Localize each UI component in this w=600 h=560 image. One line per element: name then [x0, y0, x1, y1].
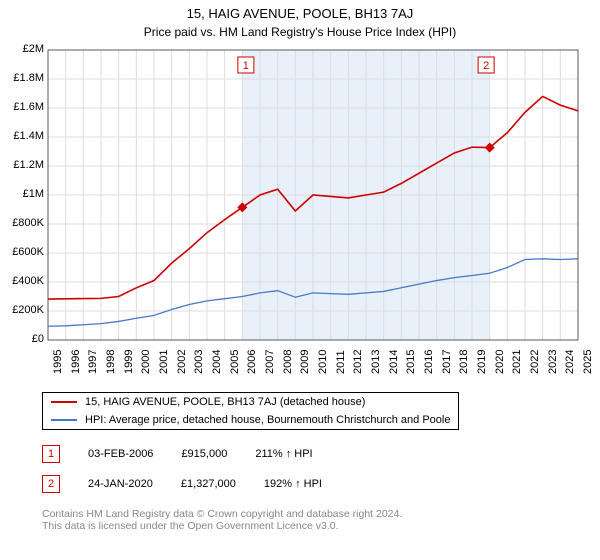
svg-text:2: 2	[483, 60, 489, 72]
x-tick-label: 2013	[370, 350, 382, 374]
x-tick-label: 2008	[282, 350, 294, 374]
transaction-row: 2 24-JAN-2020 £1,327,000 192% ↑ HPI	[42, 475, 322, 493]
x-tick-label: 2007	[264, 350, 276, 374]
tx-price: £1,327,000	[181, 478, 236, 490]
x-tick-label: 2023	[547, 350, 559, 374]
y-tick-label: £0	[32, 333, 44, 345]
x-tick-label: 2001	[158, 350, 170, 374]
legend: 15, HAIG AVENUE, POOLE, BH13 7AJ (detach…	[42, 392, 459, 430]
x-tick-label: 2005	[229, 350, 241, 374]
x-tick-label: 2011	[335, 350, 347, 374]
line-chart: 12	[0, 0, 600, 348]
x-tick-label: 2025	[582, 350, 594, 374]
legend-swatch	[51, 401, 77, 403]
x-tick-label: 2014	[388, 350, 400, 374]
footer-line1: Contains HM Land Registry data © Crown c…	[42, 508, 402, 520]
tx-hpi: 192% ↑ HPI	[264, 478, 322, 490]
footer: Contains HM Land Registry data © Crown c…	[42, 508, 402, 532]
x-tick-label: 2015	[405, 350, 417, 374]
x-tick-label: 2021	[511, 350, 523, 374]
y-tick-label: £200K	[12, 304, 44, 316]
marker-box: 1	[42, 445, 60, 463]
x-tick-label: 2022	[529, 350, 541, 374]
tx-date: 03-FEB-2006	[88, 448, 153, 460]
y-tick-label: £1.6M	[13, 101, 44, 113]
x-tick-label: 2002	[176, 350, 188, 374]
y-tick-label: £800K	[12, 217, 44, 229]
legend-item: HPI: Average price, detached house, Bour…	[43, 411, 458, 429]
marker-box: 2	[42, 475, 60, 493]
x-tick-label: 2016	[423, 350, 435, 374]
legend-item: 15, HAIG AVENUE, POOLE, BH13 7AJ (detach…	[43, 393, 458, 411]
x-tick-label: 2004	[211, 350, 223, 374]
x-tick-label: 2010	[317, 350, 329, 374]
y-tick-label: £400K	[12, 275, 44, 287]
x-tick-label: 1997	[87, 350, 99, 374]
y-tick-label: £1.4M	[13, 130, 44, 142]
transaction-row: 1 03-FEB-2006 £915,000 211% ↑ HPI	[42, 445, 313, 463]
tx-date: 24-JAN-2020	[88, 478, 153, 490]
x-tick-label: 2018	[458, 350, 470, 374]
x-tick-label: 2006	[246, 350, 258, 374]
legend-label: HPI: Average price, detached house, Bour…	[85, 414, 450, 426]
x-tick-label: 1995	[52, 350, 64, 374]
x-tick-label: 2019	[476, 350, 488, 374]
x-tick-label: 2024	[564, 350, 576, 374]
y-tick-label: £2M	[23, 43, 44, 55]
x-tick-label: 2012	[352, 350, 364, 374]
x-tick-label: 1996	[70, 350, 82, 374]
x-tick-label: 2000	[140, 350, 152, 374]
svg-text:1: 1	[243, 60, 249, 72]
x-tick-label: 1998	[105, 350, 117, 374]
y-tick-label: £1.8M	[13, 72, 44, 84]
x-tick-label: 2020	[494, 350, 506, 374]
tx-price: £915,000	[181, 448, 227, 460]
x-tick-label: 2009	[299, 350, 311, 374]
x-tick-label: 2003	[193, 350, 205, 374]
y-tick-label: £1M	[23, 188, 44, 200]
footer-line2: This data is licensed under the Open Gov…	[42, 520, 402, 532]
y-tick-label: £1.2M	[13, 159, 44, 171]
legend-swatch	[51, 419, 77, 421]
legend-label: 15, HAIG AVENUE, POOLE, BH13 7AJ (detach…	[85, 396, 365, 408]
x-tick-label: 2017	[441, 350, 453, 374]
tx-hpi: 211% ↑ HPI	[255, 448, 312, 460]
y-tick-label: £600K	[12, 246, 44, 258]
x-tick-label: 1999	[123, 350, 135, 374]
